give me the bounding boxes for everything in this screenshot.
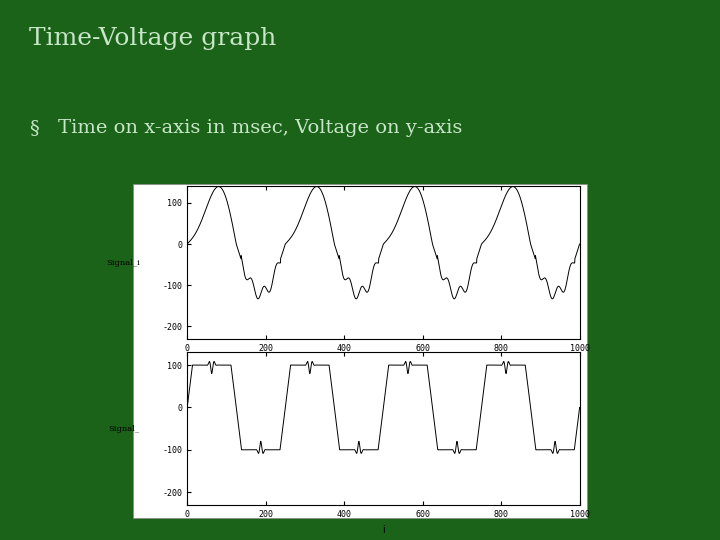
Text: §: § [29,119,39,137]
Y-axis label: Signal_: Signal_ [108,424,139,433]
Text: Time-Voltage graph: Time-Voltage graph [29,27,276,50]
Text: Time on x-axis in msec, Voltage on y-axis: Time on x-axis in msec, Voltage on y-axi… [58,119,462,137]
Y-axis label: Signal_i: Signal_i [107,259,140,267]
X-axis label: i: i [382,359,384,369]
X-axis label: i: i [382,525,384,535]
